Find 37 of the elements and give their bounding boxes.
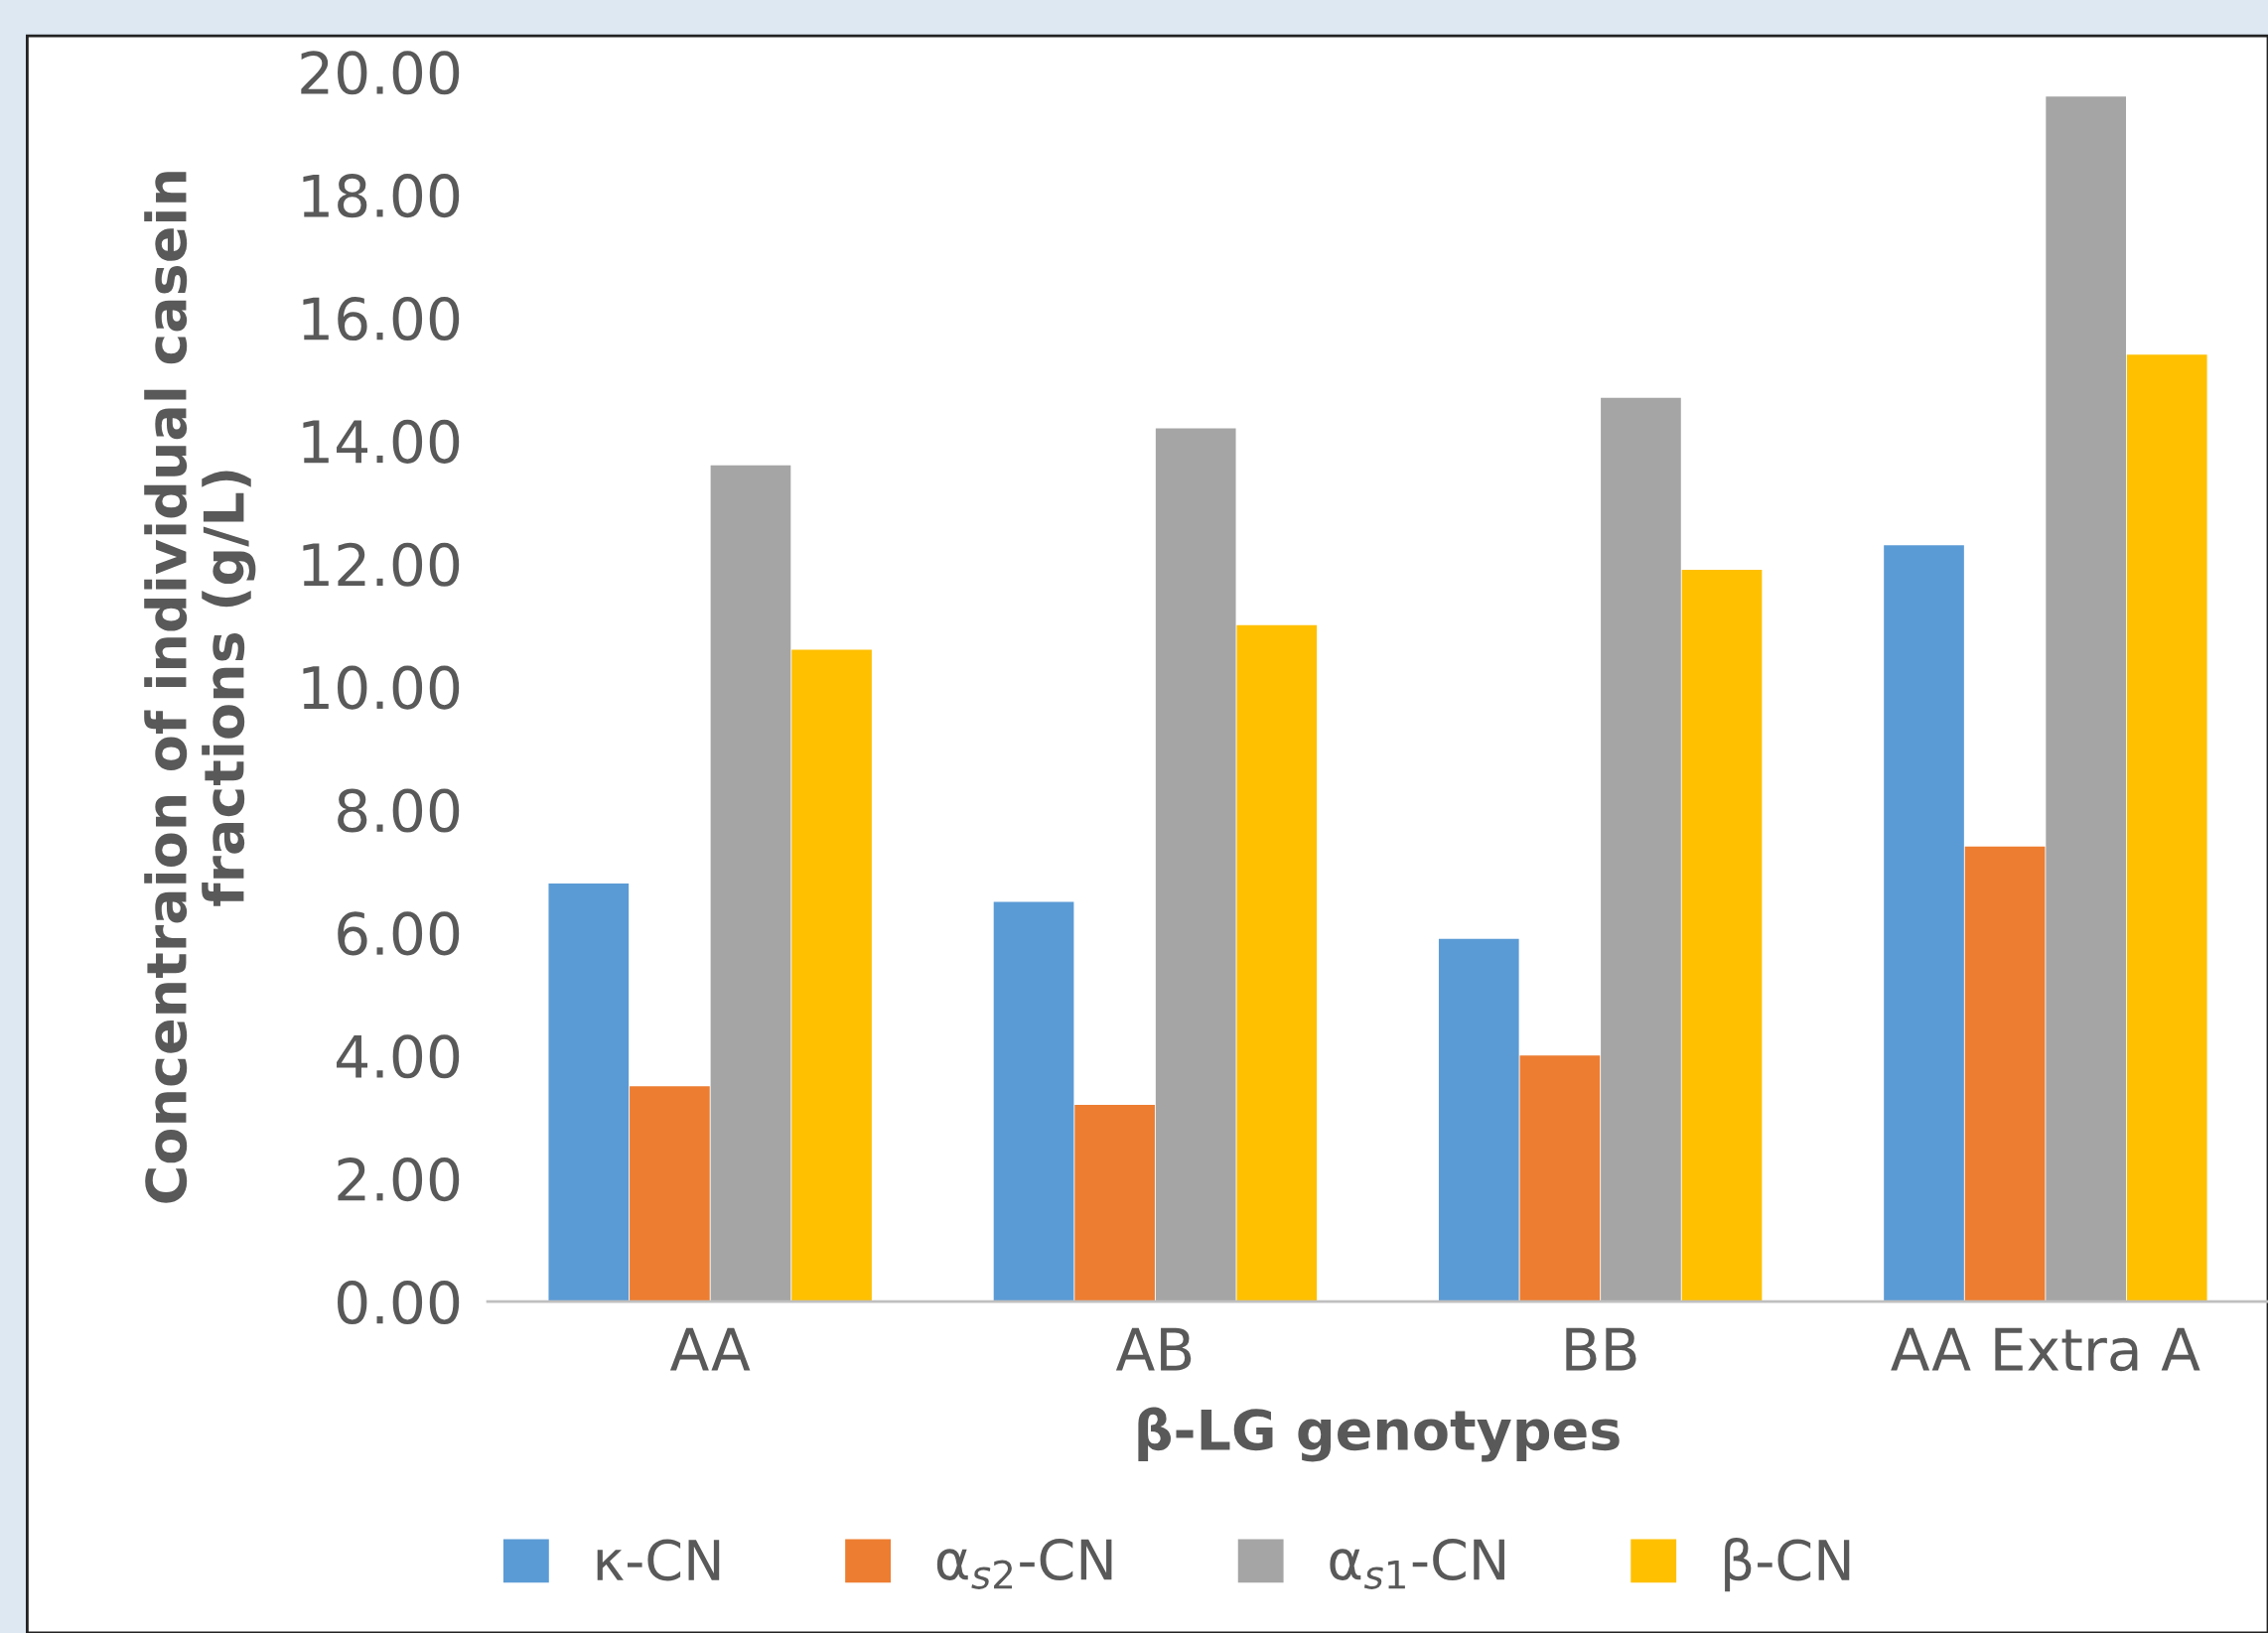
legend-label: α$_{s2}$-CN [936,1539,1112,1589]
x-axis-title: β-LG genotypes [1138,1407,1620,1462]
y-tick-label: 4.00 [337,1034,460,1079]
y-tick-label: 14.00 [303,419,460,464]
y-tick-label: 16.00 [303,296,460,341]
y-tick-label: 8.00 [338,788,460,833]
y-axis-title: Concentraion of individual casein fractions (g/L) [144,172,256,1203]
bar [548,883,630,1302]
legend-label: α$_{s1}$-CN [1330,1539,1504,1589]
bar [1964,846,2046,1302]
y-tick-label: 6.00 [338,911,460,956]
bar [1438,938,1519,1302]
bar [710,465,791,1302]
y-tick-label: 12.00 [303,542,460,587]
x-tick-label: AA Extra A [1891,1327,2200,1372]
bar [1155,428,1236,1302]
y-tick-label: 2.00 [338,1157,460,1202]
bar [1074,1104,1155,1302]
x-tick-label: BB [1566,1327,1636,1371]
x-tick-label: AA [669,1327,751,1371]
y-tick-label: 10.00 [303,665,460,710]
bar [2046,96,2127,1302]
x-tick-label: AB [1115,1327,1192,1371]
bar [1884,545,1964,1302]
bar [1519,1055,1601,1302]
bar [1601,397,1681,1302]
y-tick-label: 20.00 [301,51,460,95]
bar [791,649,872,1302]
y-tick-label: 18.00 [303,174,460,218]
legend-label: β-CN [1725,1538,1850,1592]
bar [630,1086,710,1302]
bar [2126,354,2207,1302]
bar [1236,624,1318,1302]
bar [1681,570,1763,1302]
legend-label: κ-CN [597,1539,720,1581]
bar [993,901,1074,1302]
y-tick-label: 0.00 [338,1280,460,1325]
